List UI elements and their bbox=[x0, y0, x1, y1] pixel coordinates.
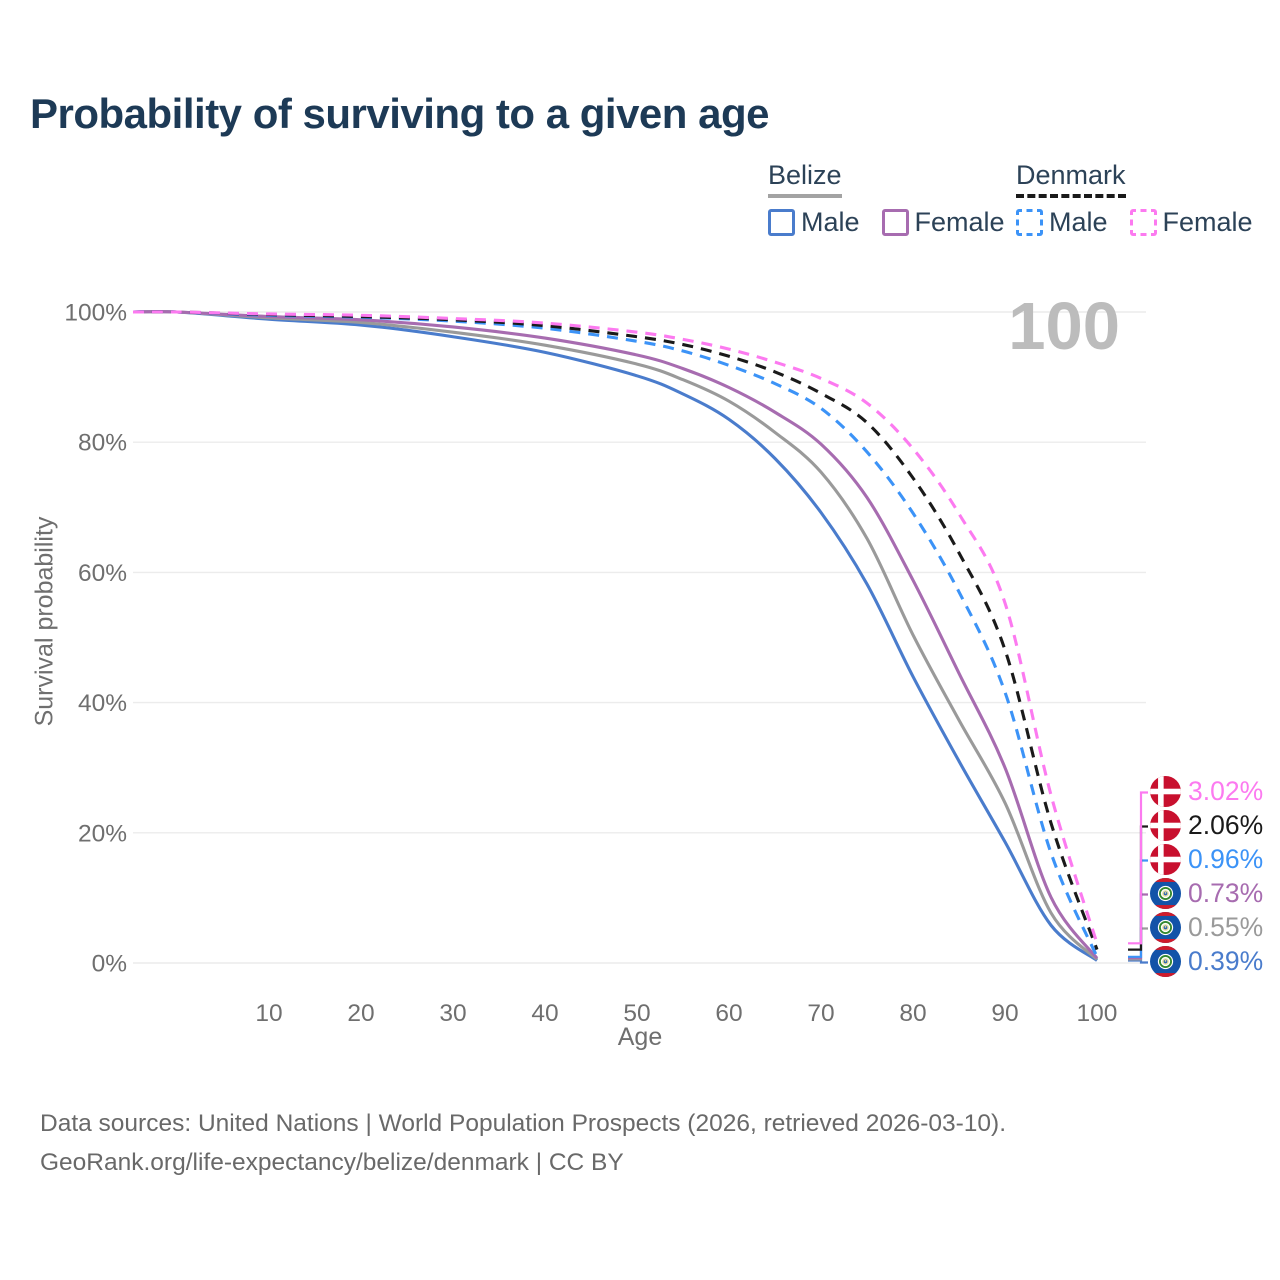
legend-swatch-icon bbox=[1016, 209, 1043, 236]
x-axis-title: Age bbox=[617, 1023, 663, 1051]
legend-country-belize[interactable]: Belize bbox=[768, 160, 842, 198]
end-label-text: 0.39% bbox=[1188, 946, 1264, 977]
legend-swatch-icon bbox=[1129, 209, 1157, 236]
denmark-flag-icon bbox=[1150, 844, 1181, 876]
y-tick-label: 80% bbox=[78, 430, 127, 457]
end-label-text: 2.06% bbox=[1188, 810, 1264, 841]
legend-items-denmark: Male Female bbox=[1016, 207, 1253, 238]
x-tick-label: 100 bbox=[1077, 1000, 1118, 1027]
x-tick-label: 80 bbox=[899, 1000, 926, 1027]
x-tick-label: 30 bbox=[439, 1000, 466, 1027]
x-tick-label: 90 bbox=[991, 1000, 1018, 1027]
leader-line-belize-male bbox=[1128, 959, 1148, 964]
legend-swatch-icon bbox=[881, 209, 909, 236]
y-tick-label: 20% bbox=[78, 820, 127, 847]
footer-data-sources: Data sources: United Nations | World Pop… bbox=[40, 1110, 1007, 1137]
page-title: Probability of surviving to a given age bbox=[30, 90, 769, 137]
legend-item-label: Male bbox=[1049, 207, 1108, 237]
legend-item-label: Female bbox=[914, 207, 1005, 237]
survival-curve-denmark-male[interactable] bbox=[132, 310, 1099, 958]
y-tick-label: 0% bbox=[92, 951, 127, 978]
legend-items-belize: Male Female bbox=[768, 207, 1005, 238]
series-end-label-belize-total: 0.55% bbox=[1150, 912, 1264, 944]
legend-item-label: Male bbox=[801, 207, 860, 237]
x-tick-label: 70 bbox=[807, 1000, 834, 1027]
end-label-text: 3.02% bbox=[1188, 776, 1264, 807]
denmark-flag-icon bbox=[1150, 810, 1181, 842]
survival-curve-belize-female[interactable] bbox=[132, 310, 1099, 960]
legend-item-denmark-female[interactable]: Female bbox=[1129, 207, 1253, 238]
survival-curve-belize-total[interactable] bbox=[132, 310, 1099, 961]
x-tick-label: 60 bbox=[715, 1000, 742, 1027]
legend-item-denmark-male[interactable]: Male bbox=[1016, 207, 1108, 238]
y-tick-label: 40% bbox=[78, 690, 127, 717]
legend-item-belize-female[interactable]: Female bbox=[881, 207, 1005, 238]
footer: Data sources: United Nations | World Pop… bbox=[40, 1104, 1006, 1182]
y-tick-label: 100% bbox=[64, 300, 127, 327]
end-label-text: 0.96% bbox=[1188, 844, 1264, 875]
legend-swatch-icon bbox=[768, 209, 795, 236]
x-tick-label: 20 bbox=[347, 1000, 374, 1027]
legend-country-denmark[interactable]: Denmark bbox=[1016, 160, 1126, 198]
series-end-label-denmark-total: 2.06% bbox=[1150, 810, 1264, 842]
survival-curve-denmark-female[interactable] bbox=[132, 310, 1099, 944]
leader-line-denmark-total bbox=[1128, 825, 1148, 951]
series-end-label-belize-male: 0.39% bbox=[1150, 946, 1264, 978]
x-tick-label: 10 bbox=[255, 1000, 282, 1027]
y-axis-title: Survival probability bbox=[30, 516, 59, 727]
legend-item-belize-male[interactable]: Male bbox=[768, 207, 860, 238]
survival-curve-denmark-total[interactable] bbox=[132, 310, 1099, 951]
legend-item-label: Female bbox=[1162, 207, 1253, 237]
end-label-text: 0.55% bbox=[1188, 912, 1264, 943]
series-end-label-belize-female: 0.73% bbox=[1150, 878, 1264, 910]
survival-curve-belize-male[interactable] bbox=[132, 309, 1098, 962]
belize-flag-icon bbox=[1150, 878, 1181, 910]
leader-line-denmark-female bbox=[1128, 791, 1148, 945]
series-end-label-denmark-male: 0.96% bbox=[1150, 844, 1264, 876]
watermark-age-100: 100 bbox=[1008, 289, 1120, 364]
denmark-flag-icon bbox=[1150, 776, 1181, 808]
legend-group-denmark: Denmark Male Female bbox=[1016, 160, 1253, 238]
series-end-label-denmark-female: 3.02% bbox=[1150, 776, 1264, 808]
belize-flag-icon bbox=[1150, 912, 1181, 944]
x-tick-label: 50 bbox=[623, 1000, 650, 1027]
end-label-text: 0.73% bbox=[1188, 878, 1264, 909]
legend-group-belize: Belize Male Female bbox=[768, 160, 1005, 238]
y-tick-label: 60% bbox=[78, 560, 127, 587]
x-tick-label: 40 bbox=[531, 1000, 558, 1027]
footer-attribution: GeoRank.org/life-expectancy/belize/denma… bbox=[40, 1149, 624, 1176]
belize-flag-icon bbox=[1150, 946, 1181, 978]
